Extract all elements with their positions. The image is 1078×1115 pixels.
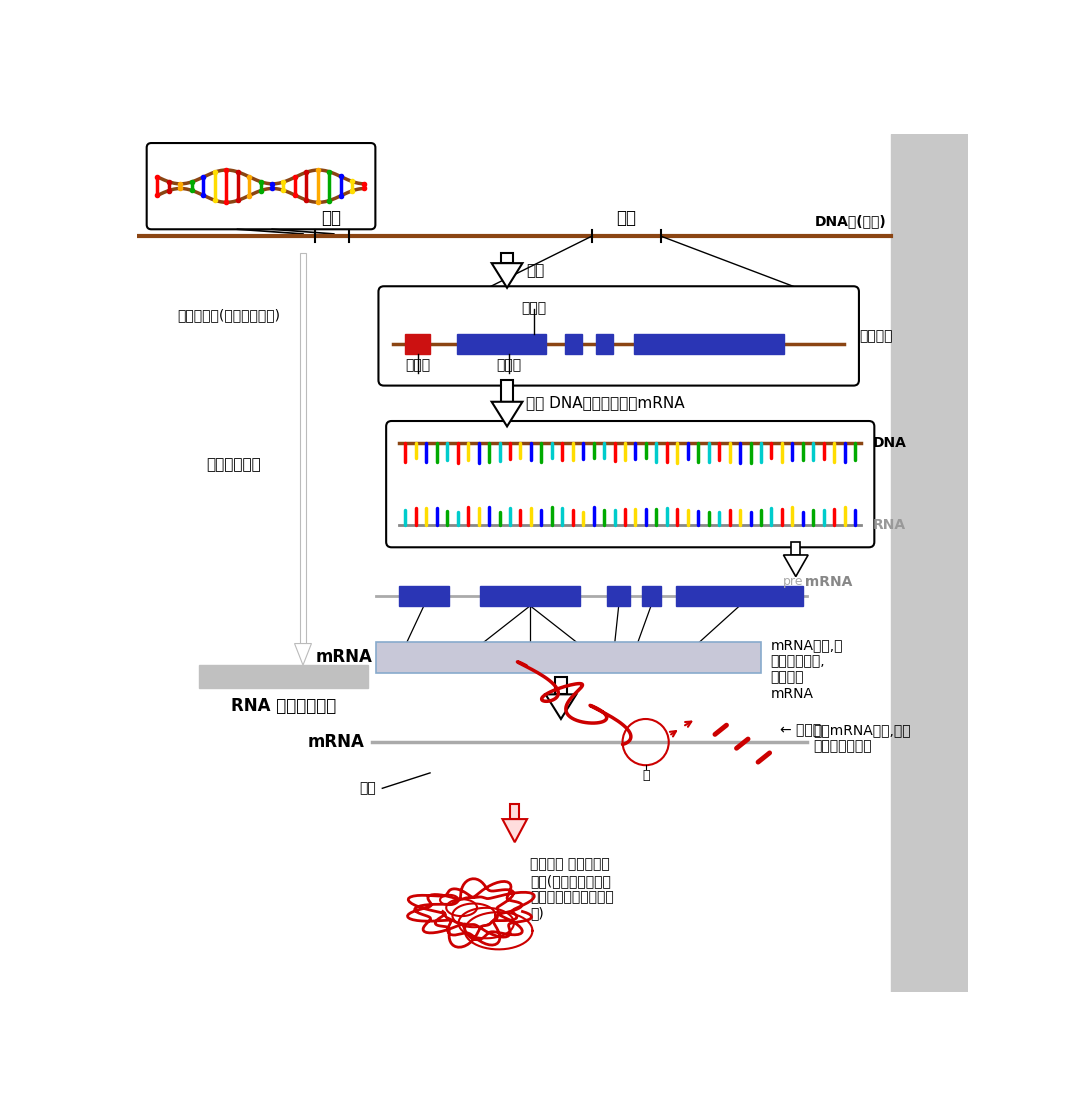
Text: 内含子: 内含子 [496, 359, 521, 372]
Text: 基因: 基因 [617, 209, 636, 227]
Bar [607, 585, 631, 605]
Text: RNA 直接行使功能: RNA 直接行使功能 [231, 698, 336, 716]
Text: mRNA: mRNA [316, 649, 372, 667]
Text: pre: pre [783, 575, 803, 589]
Text: DNA链(局部): DNA链(局部) [815, 214, 886, 229]
Polygon shape [492, 401, 523, 426]
Bar [501, 380, 513, 401]
Bar [555, 677, 567, 695]
Text: 肽链: 肽链 [359, 782, 376, 795]
Bar [565, 333, 582, 353]
Text: DNA: DNA [873, 436, 907, 450]
Text: mRNA: mRNA [800, 575, 852, 589]
Text: ← 氨基酸: ← 氨基酸 [780, 724, 821, 737]
Bar [457, 333, 545, 353]
Polygon shape [492, 263, 523, 288]
Text: 结构差不多(可能没内含子): 结构差不多(可能没内含子) [177, 308, 280, 322]
Bar [677, 585, 803, 605]
Text: 结构示意: 结构示意 [860, 329, 894, 343]
Text: 酶: 酶 [641, 769, 649, 782]
Bar [301, 253, 306, 643]
Text: 启动子: 启动子 [405, 359, 430, 372]
Bar [405, 333, 430, 353]
Bar [890, 134, 967, 992]
Polygon shape [502, 820, 527, 842]
Bar [791, 542, 800, 555]
Bar [376, 642, 761, 672]
Bar [399, 585, 450, 605]
Bar [501, 253, 513, 263]
Text: 放大 DNA单链配对形成mRNA: 放大 DNA单链配对形成mRNA [526, 396, 685, 410]
FancyBboxPatch shape [378, 287, 859, 386]
Text: 放大: 放大 [526, 263, 544, 278]
Text: RNA: RNA [873, 518, 906, 532]
Polygon shape [294, 643, 312, 666]
Text: 肽链折叠 成有功能的
蛋白(当然可以多个蛋
白基团形成更复杂的蛋
白): 肽链折叠 成有功能的 蛋白(当然可以多个蛋 白基团形成更复杂的蛋 白) [530, 857, 613, 920]
FancyBboxPatch shape [386, 421, 874, 547]
Text: 外显子: 外显子 [522, 301, 547, 314]
Text: mRNA: mRNA [307, 733, 364, 752]
Text: mRNA剪切,外
显子部分合并,
形成成熟
mRNA: mRNA剪切,外 显子部分合并, 形成成熟 mRNA [771, 638, 843, 700]
FancyBboxPatch shape [147, 143, 375, 230]
Text: 基因: 基因 [321, 209, 342, 227]
Polygon shape [545, 695, 577, 719]
Bar [480, 585, 580, 605]
Polygon shape [784, 555, 808, 576]
Text: 根据mRNA翻译,连接
氨基酸形成肽链: 根据mRNA翻译,连接 氨基酸形成肽链 [814, 723, 911, 753]
Bar [199, 666, 369, 688]
Bar [595, 333, 612, 353]
Text: 转录过程一样: 转录过程一样 [206, 457, 261, 473]
Bar [641, 585, 661, 605]
Bar [634, 333, 784, 353]
Bar [510, 804, 520, 820]
